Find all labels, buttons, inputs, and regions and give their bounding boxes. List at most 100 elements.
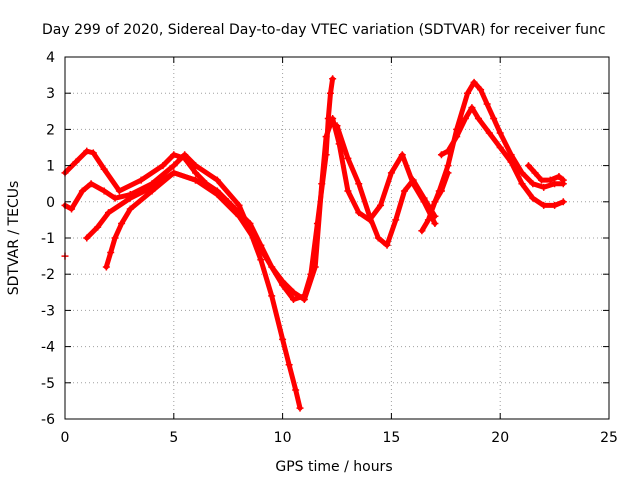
data-point <box>387 169 395 177</box>
data-point <box>507 158 515 166</box>
data-point <box>531 169 539 177</box>
data-point <box>444 169 452 177</box>
data-point <box>431 220 439 228</box>
data-point <box>437 187 445 195</box>
series-trace-3 <box>83 75 337 304</box>
data-point <box>551 201 559 209</box>
data-point <box>257 256 265 264</box>
data-point <box>529 180 537 188</box>
data-point <box>546 176 554 184</box>
series-trace-2 <box>61 151 304 412</box>
data-point <box>148 187 156 195</box>
data-point <box>83 234 91 242</box>
data-point <box>444 147 452 155</box>
data-point <box>78 187 86 195</box>
data-point <box>333 122 341 130</box>
data-point <box>355 209 363 217</box>
data-point <box>87 180 95 188</box>
data-point <box>235 201 243 209</box>
x-axis-label: GPS time / hours <box>275 459 392 475</box>
y-tick-label: -5 <box>41 376 55 392</box>
series-trace-8 <box>418 169 452 235</box>
series-line <box>62 152 303 411</box>
data-point <box>268 292 276 300</box>
data-point <box>540 183 548 191</box>
data-point <box>496 129 504 137</box>
data-point <box>366 212 374 220</box>
y-tick-label: -1 <box>41 231 55 247</box>
data-point <box>72 158 80 166</box>
x-tick-label: 15 <box>382 430 400 446</box>
data-point <box>377 201 385 209</box>
y-tick-label: -6 <box>41 412 55 428</box>
data-point <box>518 169 526 177</box>
data-point <box>324 115 332 123</box>
data-point <box>400 187 408 195</box>
data-point <box>444 162 452 170</box>
data-point <box>192 169 200 177</box>
data-point <box>326 89 334 97</box>
data-point <box>111 234 119 242</box>
data-point <box>279 281 287 289</box>
data-point <box>392 216 400 224</box>
data-point <box>192 176 200 184</box>
data-point <box>409 176 417 184</box>
data-point <box>213 176 221 184</box>
y-tick-label: 3 <box>46 86 55 102</box>
data-point <box>170 151 178 159</box>
data-point <box>296 404 304 412</box>
series-layer <box>61 75 567 412</box>
data-point <box>431 198 439 206</box>
data-point <box>485 129 493 137</box>
data-point <box>398 151 406 159</box>
data-point <box>355 180 363 188</box>
data-point <box>100 165 108 173</box>
data-point <box>538 176 546 184</box>
data-point <box>555 172 563 180</box>
series-line <box>438 105 566 208</box>
x-tick-label: 20 <box>491 430 509 446</box>
data-point <box>437 151 445 159</box>
data-point <box>483 100 491 108</box>
data-point <box>181 151 189 159</box>
data-point <box>551 180 559 188</box>
data-point <box>118 220 126 228</box>
data-point <box>524 162 532 170</box>
data-point <box>235 212 243 220</box>
data-point <box>540 201 548 209</box>
x-tick-label: 0 <box>61 430 70 446</box>
data-point <box>374 234 382 242</box>
y-tick-label: 2 <box>46 122 55 138</box>
y-tick-label: -4 <box>41 340 55 356</box>
axis-ticks <box>64 56 610 420</box>
data-point <box>344 154 352 162</box>
data-point <box>292 386 300 394</box>
data-point <box>559 176 567 184</box>
grid <box>65 57 609 419</box>
data-point <box>126 205 134 213</box>
data-point <box>420 194 428 202</box>
data-point <box>431 212 439 220</box>
data-point <box>559 198 567 206</box>
data-point <box>105 209 113 217</box>
y-tick-label: 0 <box>46 195 55 211</box>
series-trace-9 <box>524 162 567 184</box>
data-point <box>170 162 178 170</box>
data-point <box>383 241 391 249</box>
y-axis-label: SDTVAR / TECUs <box>6 181 22 296</box>
series-line <box>62 116 438 302</box>
data-point <box>107 248 115 256</box>
data-point <box>496 144 504 151</box>
x-tick-label: 10 <box>274 430 292 446</box>
data-point <box>115 187 123 195</box>
data-point <box>83 147 91 155</box>
y-tick-label: -3 <box>41 303 55 319</box>
data-point <box>289 296 297 304</box>
data-point <box>213 191 221 199</box>
data-point <box>453 133 461 141</box>
data-point <box>257 245 265 253</box>
y-tick-label: -2 <box>41 267 55 283</box>
data-point <box>137 176 145 184</box>
data-point <box>68 205 76 213</box>
data-point <box>192 162 200 170</box>
